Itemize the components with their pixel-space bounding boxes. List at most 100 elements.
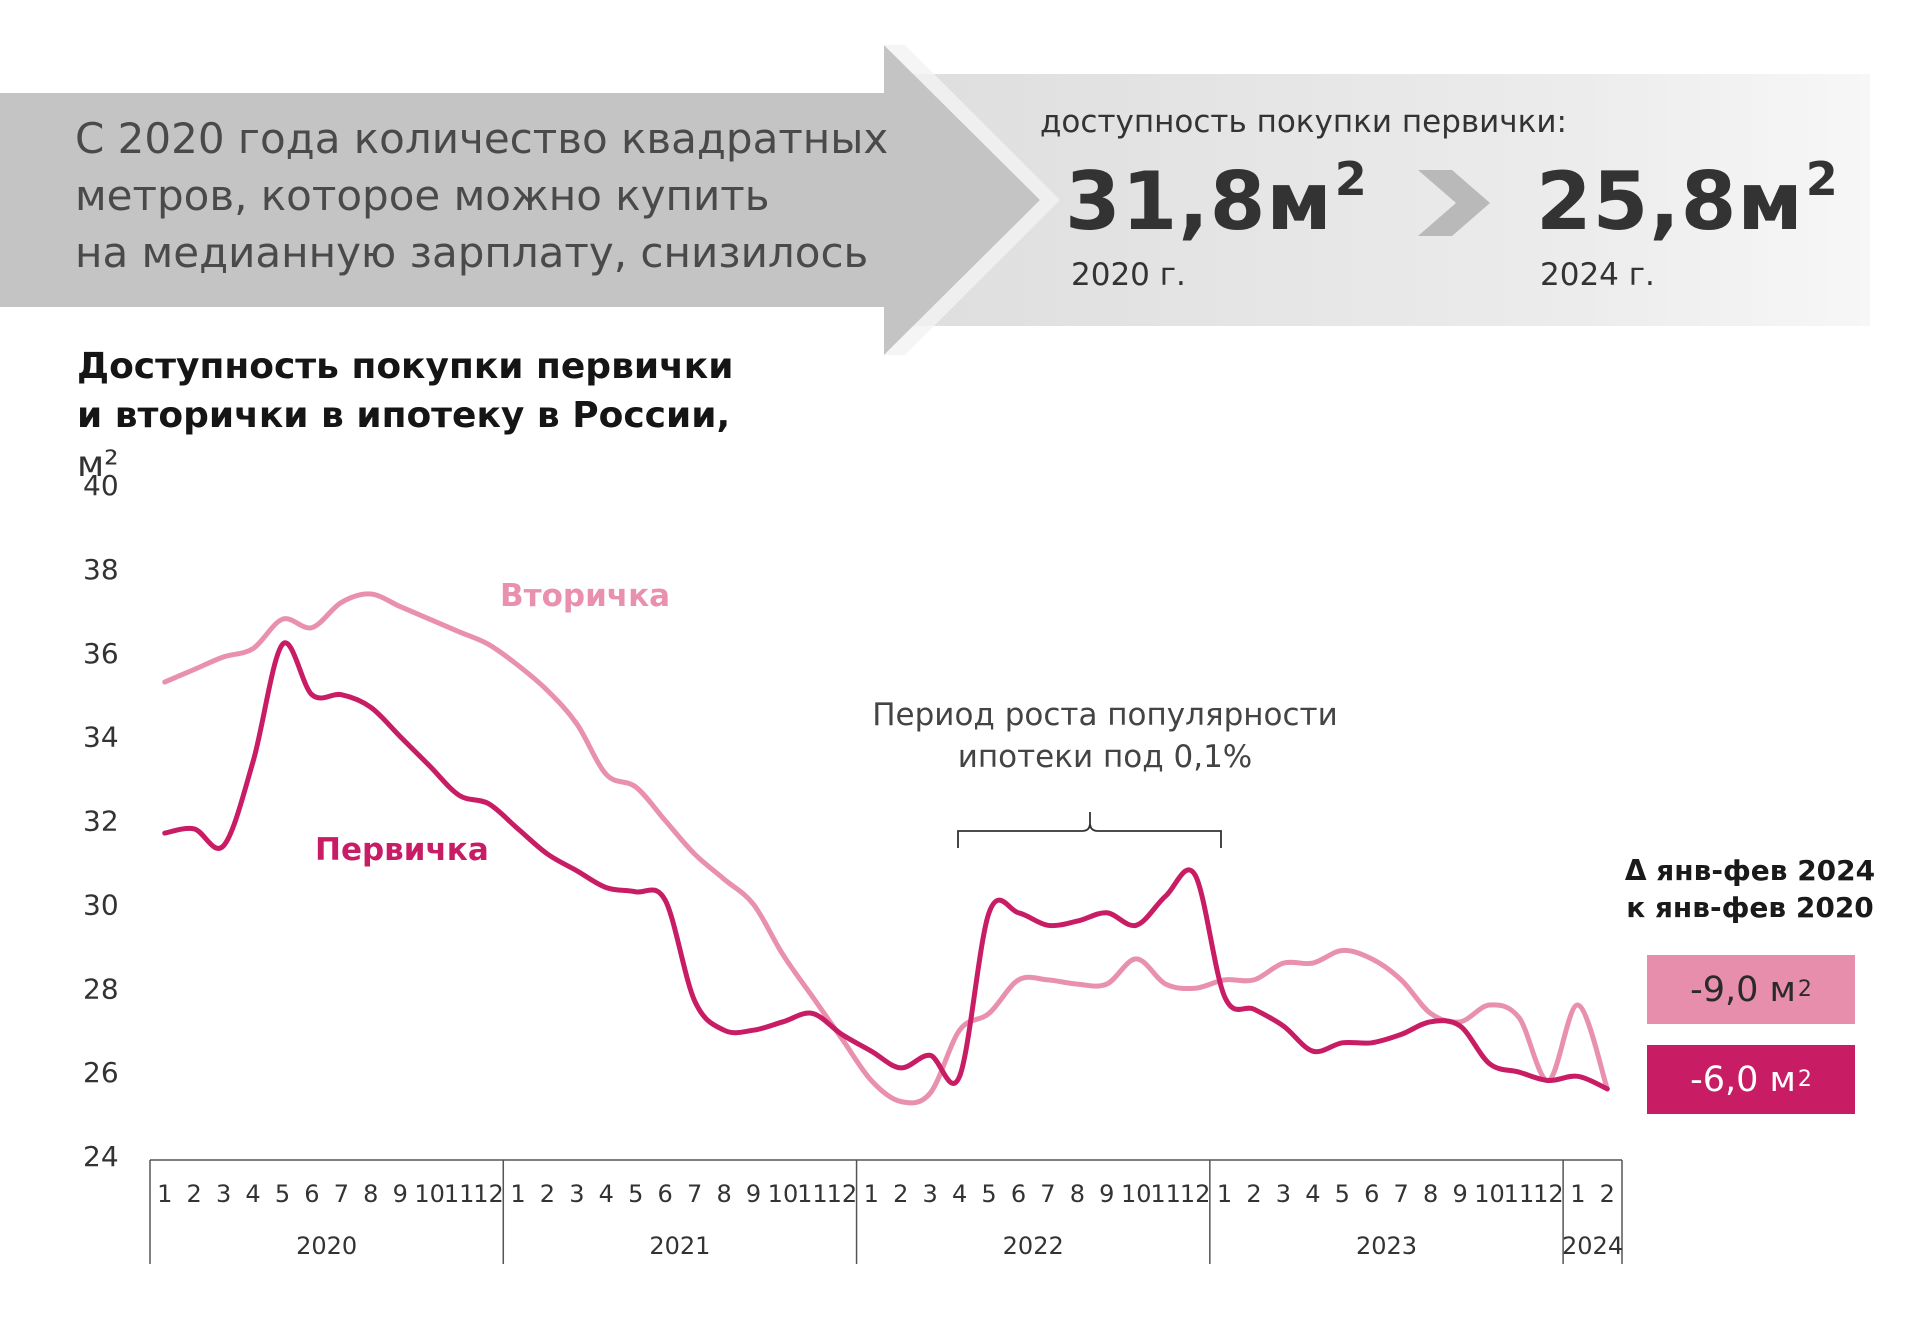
x-tick-label: 3 (569, 1180, 584, 1208)
headline-line: С 2020 года количество квадратных (75, 114, 889, 163)
delta-secondary-value: -9,0 м (1690, 969, 1796, 1010)
year-label: 2020 (296, 1232, 357, 1260)
y-tick-label: 38 (83, 553, 119, 586)
y-tick-label: 34 (83, 721, 119, 754)
x-tick-label: 9 (393, 1180, 408, 1208)
kpi-year-2020: 2020 г. (1071, 257, 1186, 293)
x-tick-label: 1 (510, 1180, 525, 1208)
chart-title-line2-text: и вторички в ипотеку в России, (77, 395, 731, 436)
x-tick-label: 8 (363, 1180, 378, 1208)
y-tick-label: 40 (83, 469, 119, 502)
x-tick-label: 11 (797, 1180, 828, 1208)
x-tick-label: 7 (334, 1180, 349, 1208)
x-tick-label: 7 (687, 1180, 702, 1208)
x-tick-label: 10 (414, 1180, 445, 1208)
year-label: 2022 (1003, 1232, 1064, 1260)
chart-title: Доступность покупки первички и вторички … (77, 342, 733, 489)
x-tick-label: 1 (1217, 1180, 1232, 1208)
delta-primary-value: -6,0 м (1690, 1059, 1796, 1100)
x-tick-label: 3 (216, 1180, 231, 1208)
x-tick-label: 11 (444, 1180, 475, 1208)
x-tick-label: 2 (1246, 1180, 1261, 1208)
x-tick-label: 9 (746, 1180, 761, 1208)
series-label-secondary: Вторичка (500, 578, 670, 614)
x-tick-label: 8 (1070, 1180, 1085, 1208)
series-line-primary (162, 640, 1610, 1092)
y-tick-label: 36 (83, 637, 119, 670)
x-tick-label: 2 (893, 1180, 908, 1208)
y-tick-label: 28 (83, 972, 119, 1005)
delta-title-line1: Δ янв-фев 2024 (1624, 854, 1876, 887)
x-tick-label: 4 (599, 1180, 614, 1208)
x-tick-label: 3 (1276, 1180, 1291, 1208)
x-tick-label: 7 (1394, 1180, 1409, 1208)
x-tick-label: 7 (1040, 1180, 1055, 1208)
x-tick-label: 10 (768, 1180, 799, 1208)
x-tick-label: 4 (952, 1180, 967, 1208)
chart-title-unit: м² (77, 444, 119, 485)
x-tick-label: 1 (1570, 1180, 1585, 1208)
x-tick-label: 2 (540, 1180, 555, 1208)
annotation-line2: ипотеки под 0,1% (958, 739, 1253, 775)
x-tick-label: 3 (923, 1180, 938, 1208)
delta-title: Δ янв-фев 2024 к янв-фев 2020 (1605, 852, 1895, 926)
series-line-secondary (162, 591, 1610, 1106)
chevron-right-icon (1418, 170, 1490, 236)
kpi-value-power: 2 (1334, 152, 1368, 206)
x-tick-label: 5 (275, 1180, 290, 1208)
x-tick-label: 6 (304, 1180, 319, 1208)
headline-line: метров, которое можно купить (75, 171, 770, 220)
x-tick-label: 5 (628, 1180, 643, 1208)
delta-power: 2 (1797, 977, 1812, 1002)
y-tick-label: 24 (83, 1140, 119, 1173)
x-tick-label: 11 (1150, 1180, 1181, 1208)
annotation-line1: Период роста популярности (872, 697, 1338, 733)
delta-title-line2: к янв-фев 2020 (1626, 891, 1874, 924)
kpi-value-power: 2 (1805, 152, 1839, 206)
x-tick-label: 10 (1474, 1180, 1505, 1208)
kpi-value-number: 31,8м (1065, 155, 1333, 248)
kpi-panel (900, 74, 1870, 326)
x-tick-label: 4 (1305, 1180, 1320, 1208)
x-tick-label: 2 (1600, 1180, 1615, 1208)
kpi-value-number: 25,8м (1536, 155, 1804, 248)
x-tick-label: 11 (1504, 1180, 1535, 1208)
x-tick-label: 8 (1423, 1180, 1438, 1208)
series-label-primary: Первичка (315, 832, 489, 868)
x-tick-label: 5 (1335, 1180, 1350, 1208)
delta-power: 2 (1797, 1067, 1812, 1092)
headline-line: на медианную зарплату, снизилось (75, 228, 869, 277)
x-tick-label: 10 (1121, 1180, 1152, 1208)
x-tick-label: 6 (1011, 1180, 1026, 1208)
x-tick-label: 12 (1533, 1180, 1564, 1208)
kpi-year-2024: 2024 г. (1540, 257, 1655, 293)
x-tick-label: 12 (1180, 1180, 1211, 1208)
banner-graphic (0, 45, 1870, 355)
year-label: 2021 (649, 1232, 710, 1260)
chart-title-line1: Доступность покупки первички (77, 346, 734, 387)
year-label: 2023 (1356, 1232, 1417, 1260)
chart-title-line2: и вторички в ипотеку в России, м² (77, 391, 733, 489)
x-tick-label: 2 (187, 1180, 202, 1208)
kpi-value-2024: 25,8м2 (1536, 152, 1839, 248)
x-tick-label: 12 (473, 1180, 504, 1208)
y-tick-label: 30 (83, 888, 119, 921)
x-tick-label: 9 (1099, 1180, 1114, 1208)
x-tick-label: 1 (157, 1180, 172, 1208)
y-tick-label: 32 (83, 805, 119, 838)
kpi-value-2020: 31,8м2 (1065, 152, 1368, 248)
x-tick-label: 9 (1452, 1180, 1467, 1208)
x-tick-label: 6 (658, 1180, 673, 1208)
kpi-label: доступность покупки первички: (1040, 104, 1567, 140)
y-tick-label: 26 (83, 1056, 119, 1089)
x-tick-label: 12 (827, 1180, 858, 1208)
x-tick-label: 1 (864, 1180, 879, 1208)
annotation-bracket (957, 812, 1222, 848)
headline-arrow (0, 45, 1040, 355)
headline-text: С 2020 года количество квадратных метров… (75, 110, 955, 281)
x-tick-label: 5 (981, 1180, 996, 1208)
x-tick-label: 6 (1364, 1180, 1379, 1208)
